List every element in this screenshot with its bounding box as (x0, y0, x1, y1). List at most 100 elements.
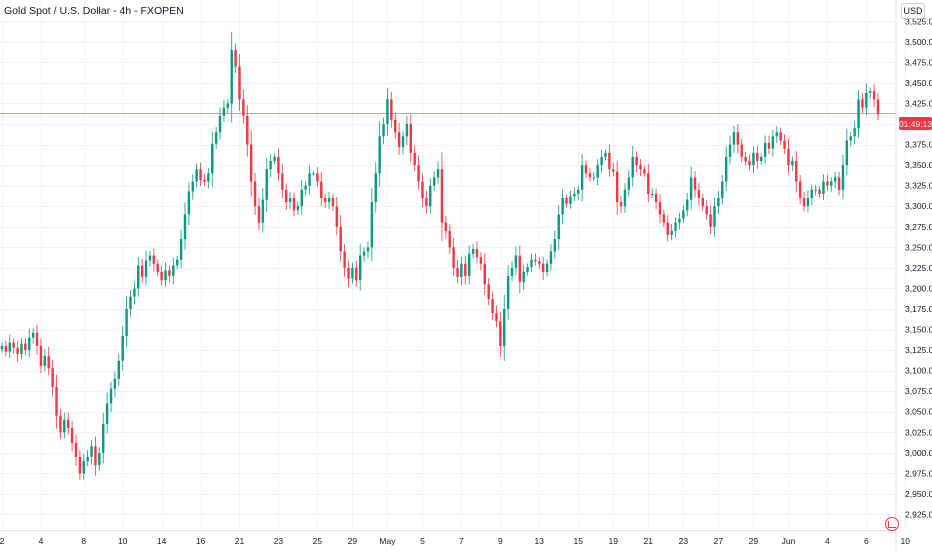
candle[interactable] (674, 217, 677, 238)
candle-body[interactable] (12, 342, 15, 348)
candle-body[interactable] (323, 197, 327, 203)
candle-body[interactable] (242, 99, 245, 116)
candle-body[interactable] (320, 181, 323, 198)
candle[interactable] (752, 146, 755, 174)
candle[interactable] (374, 162, 377, 213)
candle-body[interactable] (288, 197, 292, 203)
candle[interactable] (787, 138, 790, 174)
candle-body[interactable] (277, 156, 280, 174)
candle[interactable] (98, 447, 101, 471)
candle-body[interactable] (0, 345, 4, 350)
candle-body[interactable] (39, 345, 43, 366)
candle[interactable] (0, 342, 4, 353)
candle-body[interactable] (86, 456, 89, 462)
candle[interactable] (327, 192, 331, 209)
candle[interactable] (168, 265, 171, 283)
candle-body[interactable] (300, 189, 303, 207)
candle[interactable] (833, 171, 837, 189)
candle[interactable] (277, 148, 280, 181)
candle[interactable] (160, 265, 163, 286)
candle-body[interactable] (82, 461, 85, 474)
candle-body[interactable] (94, 446, 97, 466)
candle-body[interactable] (316, 173, 319, 182)
candle-body[interactable] (865, 92, 868, 108)
candle-body[interactable] (121, 336, 124, 361)
time-axis[interactable]: 2 4 8 10 14 16 21 23 25 29 May 5 7 9 13 15 19 21 23 27 29 Jun… (0, 536, 932, 546)
candle-body[interactable] (261, 199, 265, 223)
candle-body[interactable] (639, 165, 642, 170)
candle-body[interactable] (4, 345, 8, 352)
candle[interactable] (405, 116, 409, 146)
candle[interactable] (257, 197, 261, 231)
candle[interactable] (650, 188, 654, 198)
candle[interactable] (767, 135, 771, 155)
candle-body[interactable] (577, 189, 580, 194)
candle-body[interactable] (172, 265, 175, 277)
candle-body[interactable] (413, 152, 416, 166)
candle[interactable] (580, 154, 584, 202)
candle[interactable] (577, 185, 580, 200)
candle[interactable] (802, 191, 806, 212)
candle[interactable] (28, 328, 31, 358)
candle[interactable] (175, 255, 179, 270)
candle-body[interactable] (55, 387, 58, 416)
candle[interactable] (183, 202, 187, 250)
candle-body[interactable] (113, 378, 117, 389)
candle[interactable] (152, 248, 156, 272)
candle-body[interactable] (732, 132, 736, 145)
candle-body[interactable] (541, 263, 545, 272)
candle-body[interactable] (709, 214, 712, 227)
candle[interactable] (226, 99, 230, 114)
candle-body[interactable] (31, 332, 35, 338)
candle-body[interactable] (117, 360, 121, 379)
candle-body[interactable] (775, 132, 778, 137)
candle[interactable] (627, 170, 631, 197)
candle-body[interactable] (565, 197, 568, 204)
candle-body[interactable] (195, 169, 198, 182)
candle-body[interactable] (721, 181, 724, 198)
candle[interactable] (140, 258, 144, 284)
candle[interactable] (475, 241, 479, 264)
candle-body[interactable] (475, 248, 479, 258)
candle-body[interactable] (214, 132, 218, 144)
candle-body[interactable] (285, 189, 288, 203)
candle-body[interactable] (390, 99, 393, 120)
candle[interactable] (304, 181, 307, 196)
candle[interactable] (503, 294, 506, 361)
candle[interactable] (736, 124, 740, 154)
candle[interactable] (596, 158, 599, 186)
candle[interactable] (604, 149, 607, 161)
candle-body[interactable] (125, 308, 128, 337)
candle-body[interactable] (8, 342, 11, 352)
candle-body[interactable] (24, 343, 27, 351)
candle[interactable] (320, 171, 323, 207)
candle[interactable] (693, 171, 697, 198)
candle-body[interactable] (467, 253, 471, 277)
candle[interactable] (133, 281, 136, 305)
candle-body[interactable] (421, 181, 424, 198)
candle-body[interactable] (203, 179, 206, 182)
candle[interactable] (798, 174, 802, 205)
candle[interactable] (397, 122, 401, 155)
candle-body[interactable] (35, 332, 39, 346)
candle-body[interactable] (218, 115, 222, 133)
price-axis[interactable]: 2,925.00 2,950.00 2,975.00 3,000.00 3,025.00… (905, 16, 932, 519)
candle-body[interactable] (355, 267, 358, 281)
candle[interactable] (744, 151, 747, 166)
candle[interactable] (872, 84, 876, 108)
candle[interactable] (63, 412, 66, 439)
candle[interactable] (841, 154, 845, 200)
candle-body[interactable] (534, 259, 537, 262)
candle-body[interactable] (409, 124, 413, 153)
candle-body[interactable] (308, 173, 311, 186)
candle[interactable] (43, 349, 47, 372)
candle[interactable] (288, 192, 292, 209)
candle[interactable] (440, 152, 444, 241)
candle-body[interactable] (588, 173, 592, 178)
candle[interactable] (343, 244, 346, 277)
candle[interactable] (285, 183, 288, 211)
candle[interactable] (728, 135, 732, 165)
candle[interactable] (421, 174, 424, 208)
candle-body[interactable] (222, 107, 226, 116)
